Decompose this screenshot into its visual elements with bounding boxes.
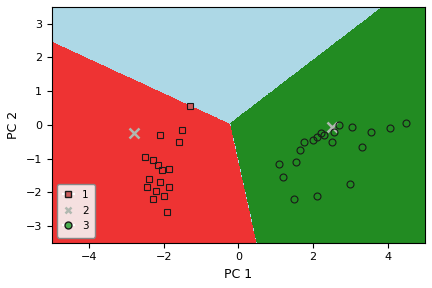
X-axis label: PC 1: PC 1 bbox=[224, 268, 252, 281]
Y-axis label: PC 2: PC 2 bbox=[7, 111, 20, 139]
Legend: 1, 2, 3: 1, 2, 3 bbox=[57, 184, 95, 238]
